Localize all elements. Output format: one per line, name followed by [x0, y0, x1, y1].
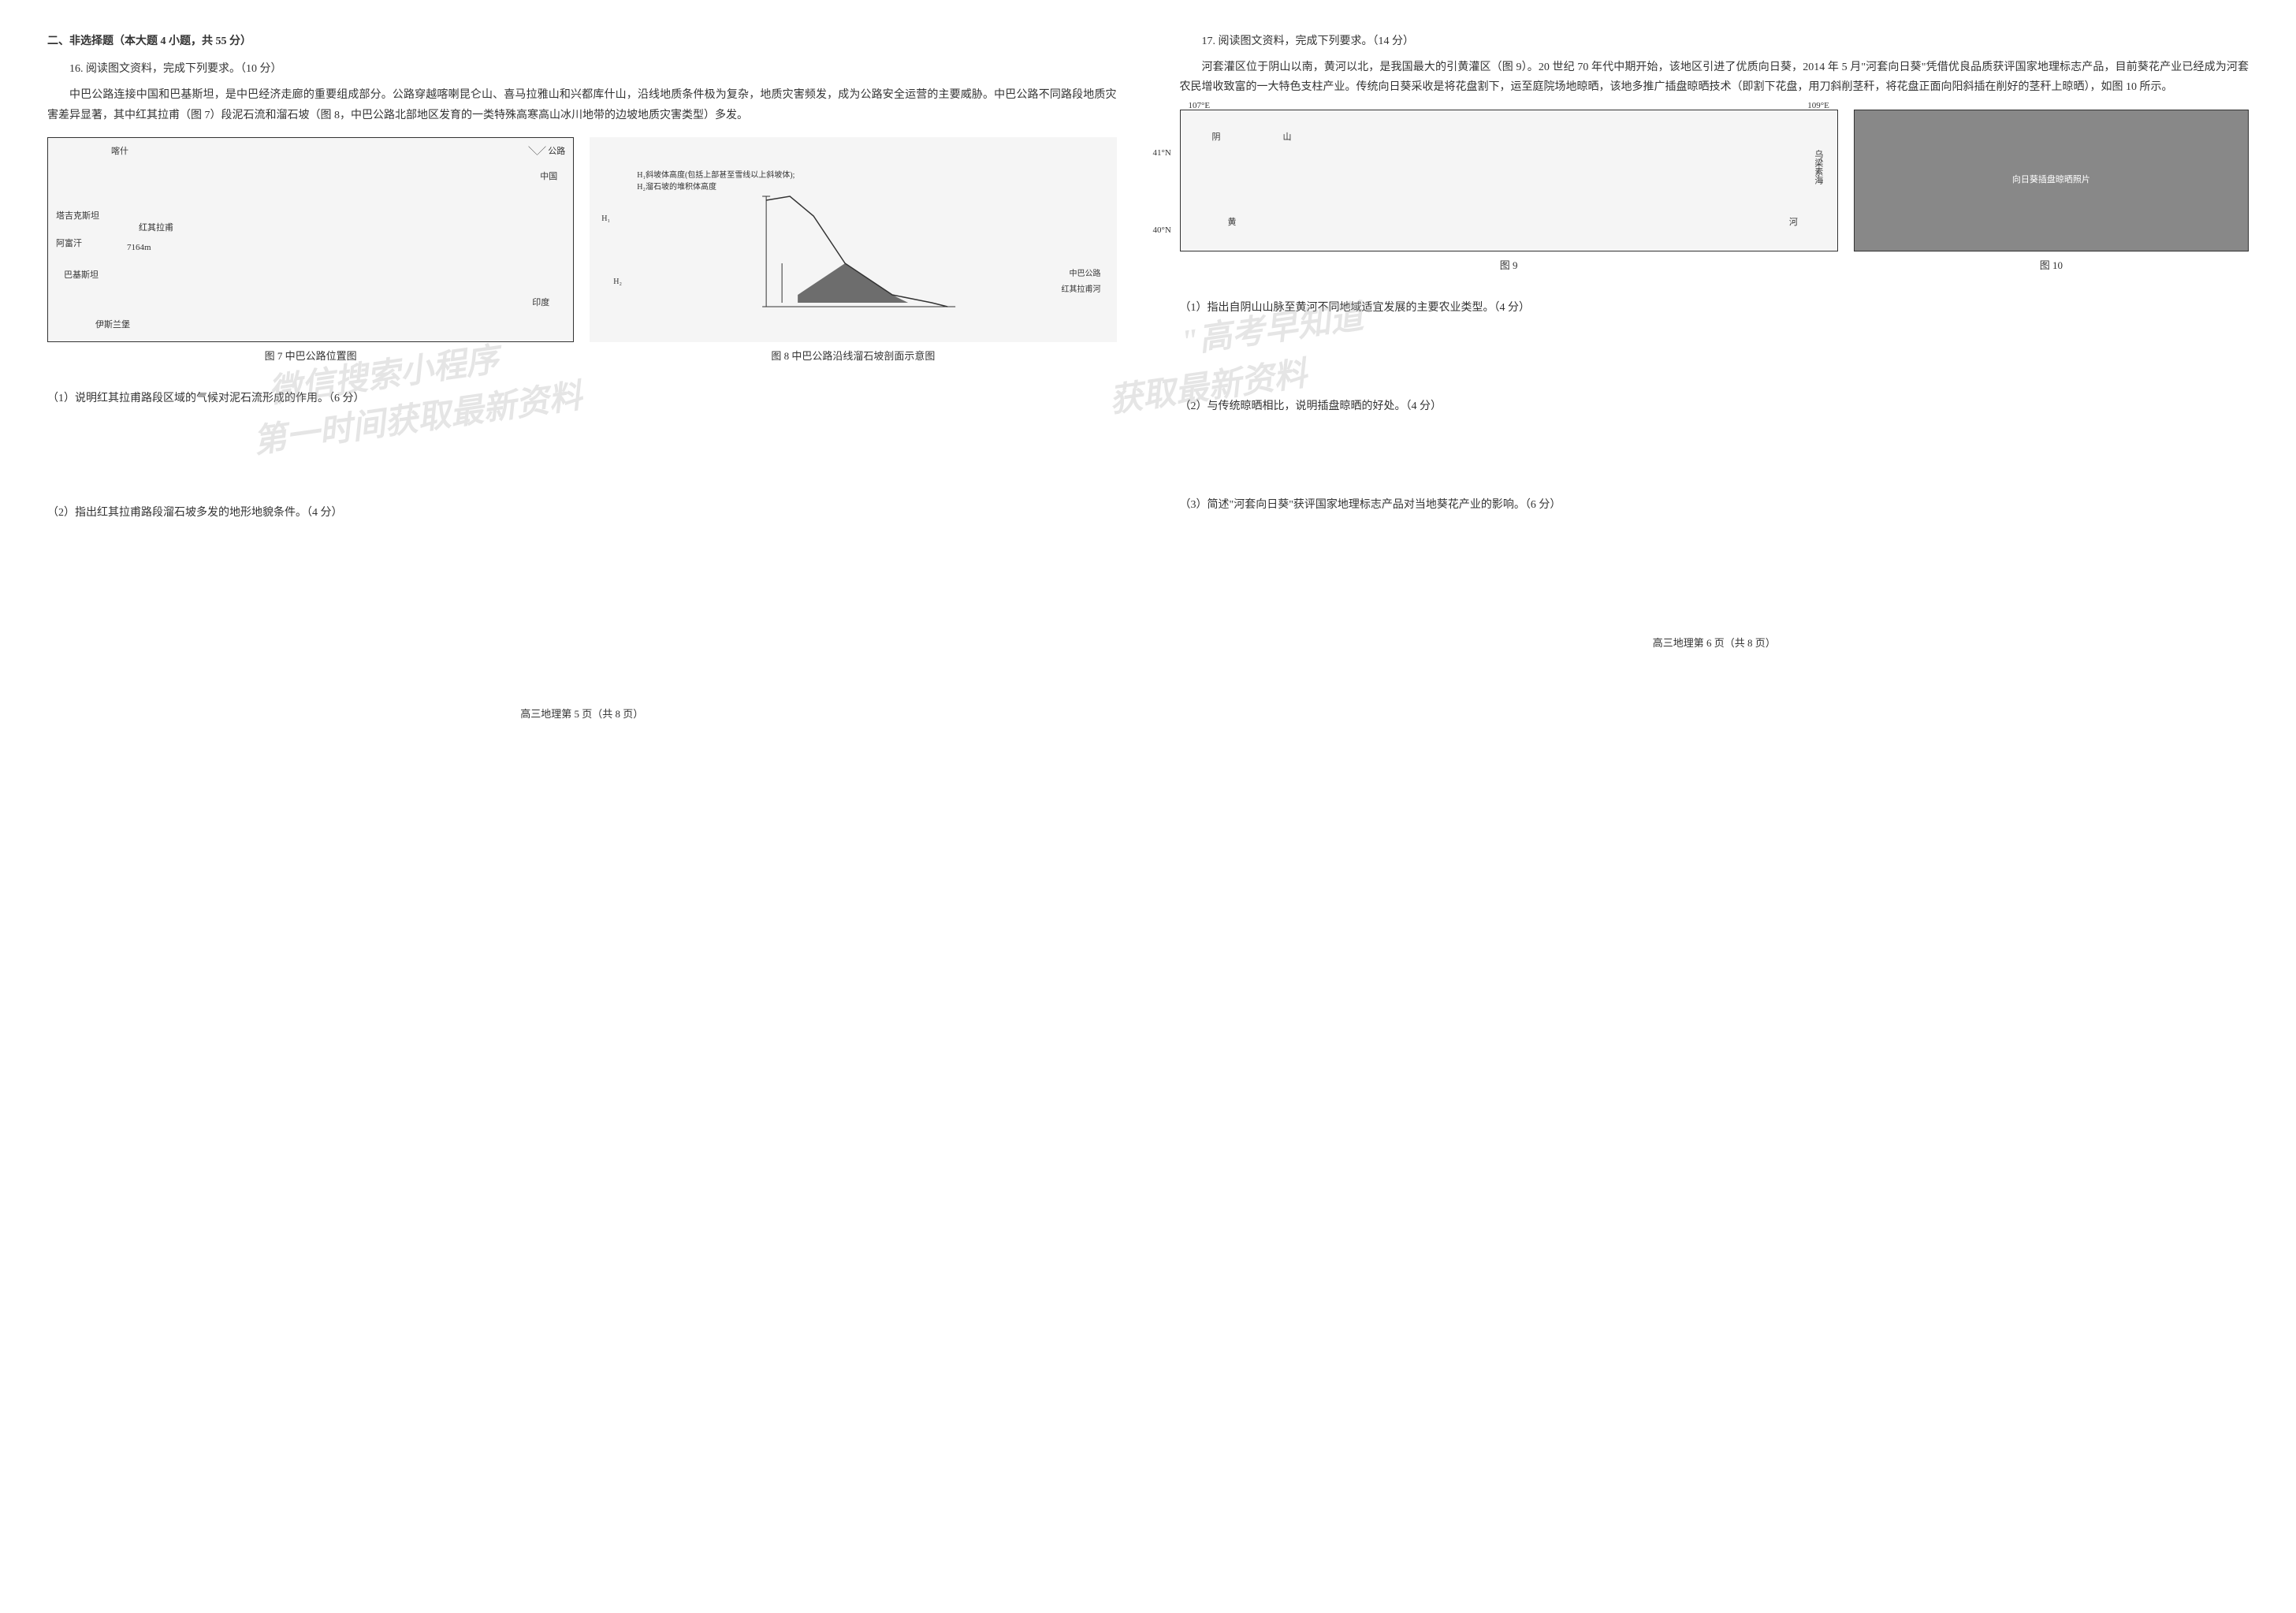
- figure10-image: 向日葵插盘晾晒照片: [1854, 110, 2249, 251]
- fig8-svg: [590, 137, 1116, 342]
- watermark-4: 获取最新资料: [1105, 345, 1310, 432]
- fig7-label-road: ╲╱ 公路: [529, 144, 566, 160]
- figure8-box: H₁斜坡体高度(包括上部甚至雪线以上斜坡体); H₂溜石坡的堆积体高度 H₁ H…: [590, 137, 1116, 365]
- fig9-lon-left: 107°E: [1189, 99, 1211, 114]
- figure7-image: 喀什 ╲╱ 公路 中国 塔吉克斯坦 红其拉甫 阿富汗 7164m 巴基斯坦 印度…: [47, 137, 574, 342]
- q17-sub1: （1）指出自阴山山脉至黄河不同地域适宜发展的主要农业类型。（4 分）: [1180, 298, 2249, 318]
- fig9-lat-top: 41°N: [1153, 146, 1171, 162]
- watermark-2: 第一时间获取最新资料: [250, 367, 586, 472]
- fig7-label-islamabad: 伊斯兰堡: [95, 318, 130, 333]
- figure7-box: 喀什 ╲╱ 公路 中国 塔吉克斯坦 红其拉甫 阿富汗 7164m 巴基斯坦 印度…: [47, 137, 574, 365]
- fig7-label-india: 印度: [532, 296, 549, 311]
- right-footer: 高三地理第 6 页（共 8 页）: [1180, 634, 2249, 652]
- figure8-image: H₁斜坡体高度(包括上部甚至雪线以上斜坡体); H₂溜石坡的堆积体高度 H₁ H…: [590, 137, 1116, 342]
- q16-sub2: （2）指出红其拉甫路段溜石坡多发的地形地貌条件。（4 分）: [47, 503, 1117, 523]
- fig9-he: 河: [1789, 215, 1798, 231]
- q17-paragraph: 河套灌区位于阴山以南，黄河以北，是我国最大的引黄灌区（图 9）。20 世纪 70…: [1180, 58, 2249, 97]
- fig7-label-elevation: 7164m: [127, 240, 151, 256]
- q16-header: 16. 阅读图文资料，完成下列要求。（10 分）: [47, 59, 1117, 79]
- fig7-label-pakistan: 巴基斯坦: [64, 268, 99, 284]
- section-title: 二、非选择题（本大题 4 小题，共 55 分）: [47, 32, 1117, 51]
- fig7-label-afghan: 阿富汗: [56, 237, 82, 252]
- page-container: 二、非选择题（本大题 4 小题，共 55 分） 16. 阅读图文资料，完成下列要…: [47, 32, 2249, 723]
- figure10-box: 向日葵插盘晾晒照片 图 10: [1854, 110, 2249, 274]
- fig9-shan: 山: [1283, 130, 1292, 146]
- left-page: 二、非选择题（本大题 4 小题，共 55 分） 16. 阅读图文资料，完成下列要…: [47, 32, 1117, 723]
- figure7-caption: 图 7 中巴公路位置图: [47, 347, 574, 365]
- figure9-box: 107°E 109°E 41°N 40°N 阴 山 乌梁素海 黄 河 • 城市 …: [1180, 110, 1838, 274]
- fig10-desc: 向日葵插盘晾晒照片: [2012, 173, 2090, 188]
- figure8-caption: 图 8 中巴公路沿线溜石坡剖面示意图: [590, 347, 1116, 365]
- figure9-image: 107°E 109°E 41°N 40°N 阴 山 乌梁素海 黄 河 • 城市 …: [1180, 110, 1838, 251]
- q16-sub1: （1）说明红其拉甫路段区域的气候对泥石流形成的作用。（6 分）: [47, 389, 1117, 408]
- fig9-lon-right: 109°E: [1807, 99, 1829, 114]
- right-page: 17. 阅读图文资料，完成下列要求。（14 分） 河套灌区位于阴山以南，黄河以北…: [1180, 32, 2249, 723]
- fig9-lat-bottom: 40°N: [1153, 223, 1171, 239]
- left-footer: 高三地理第 5 页（共 8 页）: [47, 705, 1117, 723]
- fig7-label-china: 中国: [540, 169, 557, 185]
- figure9-caption: 图 9: [1180, 256, 1838, 274]
- q17-header: 17. 阅读图文资料，完成下列要求。（14 分）: [1180, 32, 2249, 51]
- q17-sub2: （2）与传统晾晒相比，说明插盘晾晒的好处。（4 分）: [1180, 397, 2249, 416]
- fig7-label-tajik: 塔吉克斯坦: [56, 209, 99, 225]
- figures-row-left: 喀什 ╲╱ 公路 中国 塔吉克斯坦 红其拉甫 阿富汗 7164m 巴基斯坦 印度…: [47, 137, 1117, 365]
- q17-sub3: （3）简述"河套向日葵"获评国家地理标志产品对当地葵花产业的影响。（6 分）: [1180, 495, 2249, 515]
- fig9-yin: 阴: [1212, 130, 1221, 146]
- fig7-label-kashi: 喀什: [111, 144, 128, 160]
- figures-row-right: 107°E 109°E 41°N 40°N 阴 山 乌梁素海 黄 河 • 城市 …: [1180, 110, 2249, 274]
- fig9-huang: 黄: [1228, 215, 1237, 231]
- figure10-caption: 图 10: [1854, 256, 2249, 274]
- q16-paragraph: 中巴公路连接中国和巴基斯坦，是中巴经济走廊的重要组成部分。公路穿越喀喇昆仑山、喜…: [47, 85, 1117, 125]
- fig7-label-hongqilafu: 红其拉甫: [139, 221, 173, 237]
- fig9-wuliang: 乌梁素海: [1810, 150, 1825, 184]
